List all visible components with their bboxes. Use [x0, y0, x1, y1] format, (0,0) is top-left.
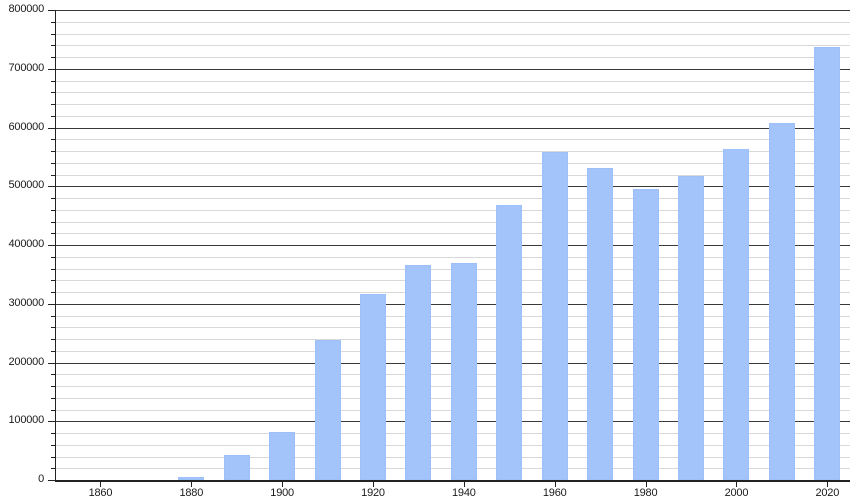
y-axis-tick — [51, 327, 55, 329]
y-axis-label: 600000 — [8, 120, 44, 133]
y-axis-tick — [51, 233, 55, 235]
bar — [314, 340, 341, 480]
y-axis-tick — [51, 409, 55, 411]
x-axis-line — [55, 480, 850, 482]
y-axis-tick — [51, 209, 55, 211]
x-axis-label: 1960 — [542, 487, 567, 499]
y-axis-label: 800000 — [8, 3, 44, 15]
x-axis-label: 1940 — [452, 487, 476, 499]
y-axis-line — [55, 10, 56, 481]
x-axis-tick — [282, 481, 284, 487]
bar — [178, 477, 205, 480]
bar — [678, 176, 704, 480]
y-axis-tick — [51, 456, 55, 458]
bar — [223, 454, 250, 480]
bar — [723, 149, 750, 480]
x-axis-tick — [554, 481, 556, 487]
x-axis-tick — [373, 481, 374, 487]
x-axis-label: 1860 — [88, 487, 113, 499]
y-axis-tick — [48, 421, 55, 423]
y-axis-label: 700000 — [8, 61, 44, 74]
x-axis-tick — [827, 481, 829, 487]
bar — [632, 188, 659, 480]
bar — [814, 47, 841, 480]
y-axis-tick — [48, 186, 55, 188]
y-axis-tick — [51, 198, 55, 199]
x-axis-tick — [645, 481, 647, 487]
y-axis-tick — [51, 374, 55, 376]
y-axis-tick — [51, 280, 55, 282]
y-axis-tick — [51, 45, 55, 47]
y-axis-tick — [51, 57, 55, 58]
y-axis-tick — [48, 10, 55, 11]
y-axis-tick — [51, 174, 55, 176]
y-axis-tick — [51, 256, 55, 258]
x-axis-tick — [100, 481, 102, 487]
y-axis-tick — [51, 80, 55, 82]
y-axis-tick — [48, 245, 55, 246]
x-axis-label: 1900 — [270, 487, 294, 499]
y-axis-tick — [48, 303, 55, 305]
y-axis-tick — [51, 104, 55, 105]
y-axis-label: 400000 — [8, 238, 44, 250]
y-axis-tick — [48, 480, 55, 481]
y-axis-tick — [51, 315, 55, 317]
y-axis-tick — [48, 362, 55, 364]
y-axis-tick — [51, 162, 55, 164]
bar — [360, 293, 386, 480]
y-axis-tick — [51, 33, 55, 35]
bar — [587, 168, 614, 480]
x-axis-label: 2020 — [815, 487, 840, 499]
x-axis-label: 1920 — [361, 487, 385, 499]
y-axis-tick — [51, 386, 55, 387]
y-axis-tick — [51, 92, 55, 94]
x-axis-label: 1980 — [633, 487, 658, 499]
y-axis-tick — [51, 397, 55, 399]
y-axis-tick — [51, 115, 55, 117]
y-axis-tick — [51, 468, 55, 470]
bar — [768, 122, 795, 480]
y-axis-tick — [51, 268, 55, 270]
y-axis-tick — [51, 292, 55, 293]
bar — [405, 264, 432, 480]
x-axis-label: 2000 — [724, 487, 749, 499]
y-axis-tick — [51, 350, 55, 352]
x-axis-tick — [463, 481, 465, 487]
y-axis-tick — [51, 339, 55, 340]
x-axis-label: 1880 — [179, 487, 204, 499]
x-axis-tick — [736, 481, 738, 487]
y-axis-label: 0 — [38, 473, 44, 485]
y-axis-tick — [51, 139, 55, 141]
y-axis-label: 500000 — [8, 179, 44, 192]
y-axis-tick — [48, 127, 55, 129]
y-axis-tick — [51, 444, 55, 446]
y-axis-label: 100000 — [8, 414, 44, 427]
y-axis-label: 300000 — [8, 296, 44, 309]
bar — [496, 205, 523, 480]
y-axis-label: 200000 — [8, 355, 44, 368]
x-axis-tick — [191, 481, 193, 487]
y-axis-tick — [48, 68, 55, 70]
bar-series — [55, 10, 850, 480]
y-axis-tick — [51, 21, 55, 23]
bar — [269, 432, 296, 480]
y-axis-tick — [51, 151, 55, 152]
y-axis-tick — [51, 433, 55, 434]
bar — [541, 152, 568, 480]
bar — [450, 263, 477, 480]
y-axis-tick — [51, 221, 55, 223]
